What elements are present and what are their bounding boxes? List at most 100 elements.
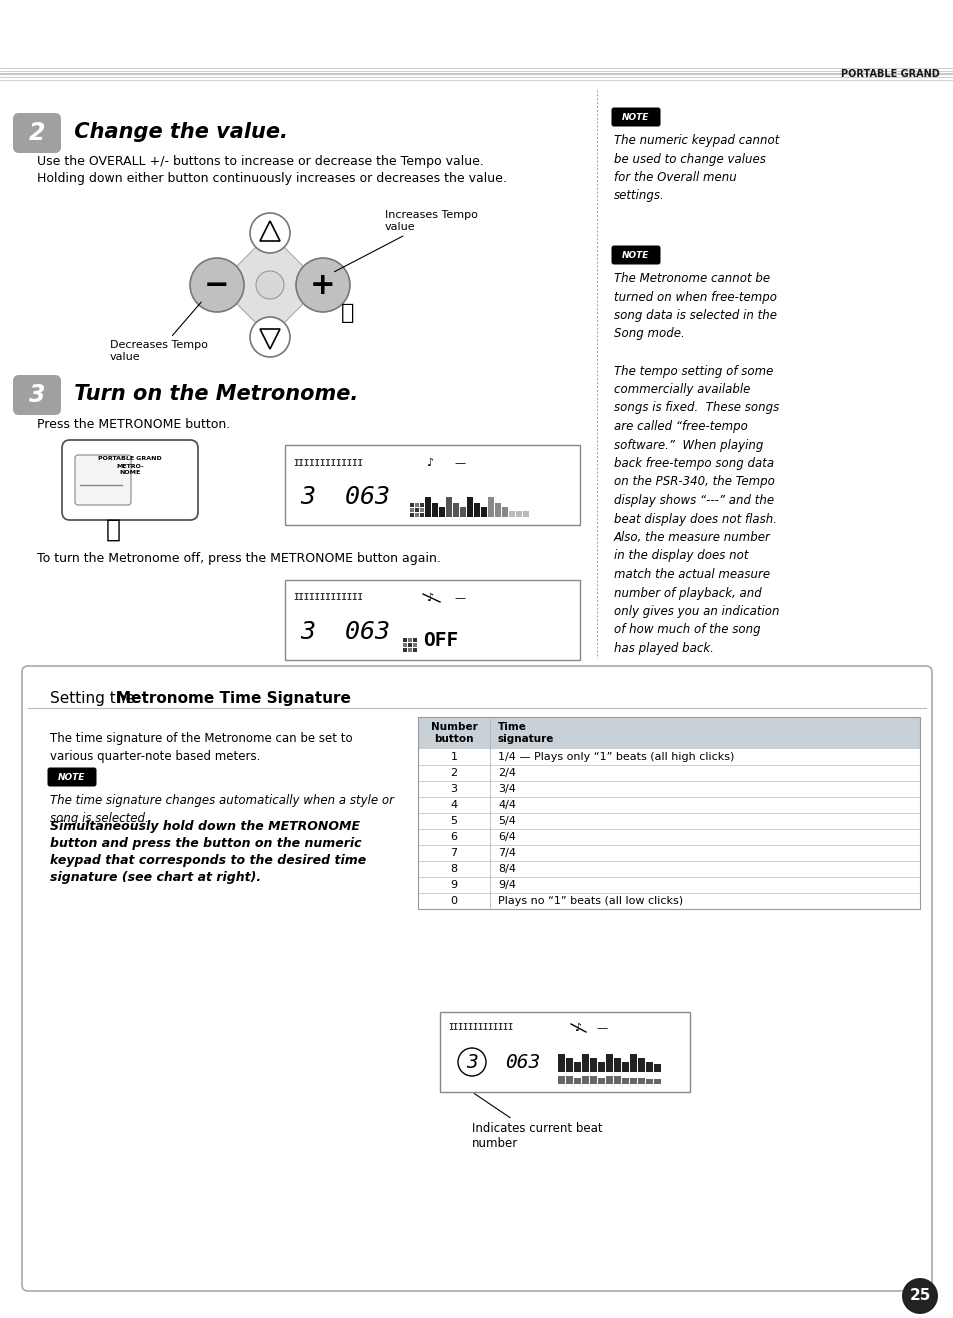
Text: Plays no “1” beats (all low clicks): Plays no “1” beats (all low clicks) bbox=[497, 896, 682, 905]
Text: 8: 8 bbox=[450, 865, 457, 874]
Text: PORTABLE GRAND: PORTABLE GRAND bbox=[98, 456, 162, 461]
Text: 25: 25 bbox=[908, 1289, 930, 1304]
Text: The numeric keypad cannot
be used to change values
for the Overall menu
settings: The numeric keypad cannot be used to cha… bbox=[614, 134, 779, 203]
Text: 063: 063 bbox=[504, 1053, 539, 1072]
Text: Decreases Tempo
value: Decreases Tempo value bbox=[110, 302, 208, 362]
Bar bbox=[459, 507, 465, 517]
Bar bbox=[424, 497, 431, 517]
Bar bbox=[408, 648, 412, 652]
Bar bbox=[439, 1012, 689, 1093]
FancyBboxPatch shape bbox=[611, 245, 659, 265]
Circle shape bbox=[250, 214, 290, 253]
Text: IIIIIIIIIIIII: IIIIIIIIIIIII bbox=[293, 459, 362, 468]
Bar bbox=[413, 638, 416, 642]
Bar bbox=[419, 513, 423, 517]
Bar bbox=[402, 638, 407, 642]
Bar bbox=[614, 1075, 620, 1083]
Bar bbox=[417, 861, 919, 876]
Text: Use the OVERALL +/- buttons to increase or decrease the Tempo value.: Use the OVERALL +/- buttons to increase … bbox=[37, 156, 483, 167]
Text: PORTABLE GRAND: PORTABLE GRAND bbox=[841, 69, 939, 79]
Text: Increases Tempo
value: Increases Tempo value bbox=[335, 211, 477, 272]
Bar bbox=[629, 1078, 637, 1083]
Text: Simultaneously hold down the METRONOME: Simultaneously hold down the METRONOME bbox=[50, 820, 359, 833]
Text: Setting the: Setting the bbox=[50, 691, 139, 705]
Bar bbox=[417, 829, 919, 845]
Bar bbox=[558, 1075, 564, 1083]
Bar bbox=[408, 638, 412, 642]
Text: NOTE: NOTE bbox=[621, 112, 649, 121]
Circle shape bbox=[901, 1278, 937, 1314]
Bar bbox=[446, 497, 452, 517]
Bar bbox=[413, 648, 416, 652]
Bar bbox=[495, 503, 500, 517]
Bar bbox=[501, 507, 507, 517]
Text: 2: 2 bbox=[450, 768, 457, 778]
Text: IIIIIIIIIIIII: IIIIIIIIIIIII bbox=[448, 1024, 513, 1032]
Bar bbox=[565, 1075, 573, 1083]
Text: Number
button: Number button bbox=[430, 722, 476, 743]
Text: 2: 2 bbox=[29, 121, 45, 145]
Text: 2/4: 2/4 bbox=[497, 768, 516, 778]
Bar bbox=[410, 507, 414, 511]
Bar bbox=[474, 503, 479, 517]
Bar bbox=[410, 513, 414, 517]
Bar bbox=[285, 580, 579, 660]
Bar bbox=[645, 1062, 652, 1072]
Bar bbox=[417, 845, 919, 861]
Text: +: + bbox=[310, 270, 335, 299]
Bar bbox=[402, 643, 407, 647]
Bar bbox=[516, 511, 521, 517]
Text: NOTE: NOTE bbox=[58, 772, 86, 782]
FancyBboxPatch shape bbox=[48, 767, 96, 787]
Bar bbox=[432, 503, 437, 517]
Text: 1/4 — Plays only “1” beats (all high clicks): 1/4 — Plays only “1” beats (all high cli… bbox=[497, 753, 734, 762]
Text: 3: 3 bbox=[466, 1053, 477, 1072]
Bar bbox=[629, 1054, 637, 1072]
Bar bbox=[417, 749, 919, 764]
Bar bbox=[598, 1078, 604, 1083]
Bar bbox=[417, 894, 919, 909]
Bar bbox=[415, 503, 418, 507]
Text: 4/4: 4/4 bbox=[497, 800, 516, 811]
Text: 8/4: 8/4 bbox=[497, 865, 516, 874]
Bar bbox=[453, 503, 458, 517]
Text: —: — bbox=[454, 457, 465, 468]
Text: OFF: OFF bbox=[422, 630, 457, 650]
Text: −: − bbox=[204, 270, 230, 299]
Text: NOTE: NOTE bbox=[621, 250, 649, 260]
Text: Turn on the Metronome.: Turn on the Metronome. bbox=[67, 384, 358, 405]
Text: signature (see chart at right).: signature (see chart at right). bbox=[50, 871, 261, 884]
Bar bbox=[522, 511, 529, 517]
Text: Indicates current beat
number: Indicates current beat number bbox=[472, 1094, 602, 1151]
Bar bbox=[285, 445, 579, 525]
Bar bbox=[581, 1054, 588, 1072]
Bar bbox=[417, 782, 919, 797]
Bar bbox=[408, 643, 412, 647]
Text: keypad that corresponds to the desired time: keypad that corresponds to the desired t… bbox=[50, 854, 366, 867]
Bar bbox=[581, 1075, 588, 1083]
Text: 1: 1 bbox=[450, 753, 457, 762]
Text: 3: 3 bbox=[29, 384, 45, 407]
Bar bbox=[621, 1062, 628, 1072]
Text: 5: 5 bbox=[450, 816, 457, 826]
Bar bbox=[558, 1054, 564, 1072]
Text: 3  063: 3 063 bbox=[299, 485, 390, 509]
Bar bbox=[638, 1078, 644, 1083]
Text: 7: 7 bbox=[450, 847, 457, 858]
Bar bbox=[614, 1058, 620, 1072]
Bar bbox=[415, 507, 418, 511]
Text: Metronome Time Signature: Metronome Time Signature bbox=[116, 691, 351, 705]
Bar bbox=[417, 764, 919, 782]
Bar bbox=[574, 1078, 580, 1083]
Bar bbox=[605, 1054, 613, 1072]
Bar bbox=[417, 717, 919, 749]
Text: button and press the button on the numeric: button and press the button on the numer… bbox=[50, 837, 361, 850]
Text: IIIIIIIIIIIII: IIIIIIIIIIIII bbox=[293, 593, 362, 602]
Text: The time signature of the Metronome can be set to
various quarter-note based met: The time signature of the Metronome can … bbox=[50, 731, 353, 763]
Text: 7/4: 7/4 bbox=[497, 847, 516, 858]
Text: 0: 0 bbox=[450, 896, 457, 905]
Bar bbox=[589, 1058, 597, 1072]
Bar bbox=[565, 1058, 573, 1072]
Text: ♪: ♪ bbox=[426, 457, 433, 468]
Bar bbox=[417, 876, 919, 894]
